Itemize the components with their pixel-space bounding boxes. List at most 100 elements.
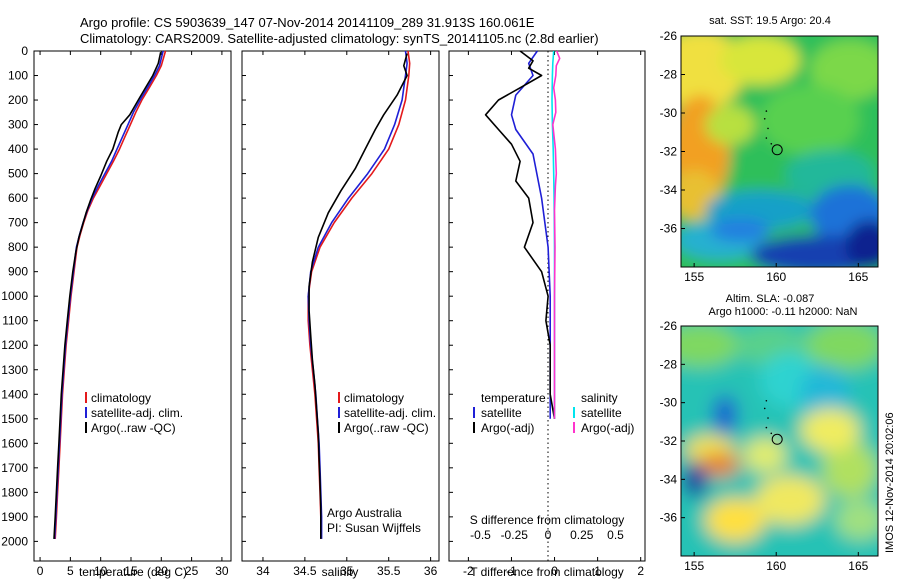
field-patch <box>713 395 737 435</box>
x-tick-label: 5 <box>67 564 74 578</box>
salinity-panel-frame <box>241 50 440 562</box>
field-patch <box>760 85 860 155</box>
x-tick-label: 25 <box>185 564 199 578</box>
map-y-tick-label: -28 <box>660 357 678 371</box>
float-track <box>763 399 773 435</box>
x-tick-label: 2 <box>637 564 644 578</box>
x-tick-label: 15 <box>124 564 138 578</box>
field-patch <box>810 40 878 100</box>
x-tick-label: 0 <box>551 564 558 578</box>
header-line-2: Climatology: CARS2009. Satellite-adjuste… <box>80 31 599 46</box>
t-difference-x-axis: -2 -1 0 1 2 <box>463 51 644 578</box>
temperature-x-axis: 0 5 10 15 20 25 30 <box>37 51 229 578</box>
depth-tick-label: 400 <box>8 142 28 156</box>
legend-label-climatology: climatology <box>344 391 404 405</box>
map-y-tick-label: -30 <box>660 396 678 410</box>
map-y-tick-label: -30 <box>660 106 678 120</box>
s-difference-axis-label: S difference from climatology <box>470 513 625 527</box>
track-point <box>763 117 766 120</box>
series-line-temperature-satellite <box>510 50 552 419</box>
map-y-tick-label: -34 <box>660 183 678 197</box>
depth-tick-label: 300 <box>8 118 28 132</box>
s-tick-label: 0.25 <box>570 528 594 542</box>
series-line-argo-raw-qc- <box>308 53 408 539</box>
field-patch <box>705 105 755 145</box>
temperature-axis-label: temperature (deg C) <box>79 565 187 579</box>
depth-tick-label: 900 <box>8 265 28 279</box>
x-tick-label: 1 <box>594 564 601 578</box>
depth-tick-label: 1600 <box>1 436 28 450</box>
imos-watermark: IMOS 12-Nov-2014 20:02:06 <box>884 412 896 553</box>
depth-tick-label: 500 <box>8 167 28 181</box>
field-patch <box>683 462 707 498</box>
field-patch <box>743 437 787 473</box>
salinity-profiles <box>307 50 411 539</box>
sla-map-field <box>681 326 878 556</box>
x-tick-label: 35.5 <box>377 564 401 578</box>
field-patch <box>845 220 878 267</box>
x-tick-label: -2 <box>463 564 474 578</box>
s-tick-label: -0.25 <box>501 528 529 542</box>
field-patch <box>822 442 878 498</box>
legend-label-s-satellite: satellite <box>581 406 622 420</box>
depth-tick-label: 700 <box>8 216 28 230</box>
legend-label-t-satellite: satellite <box>481 406 522 420</box>
s-tick-label: 0 <box>545 528 552 542</box>
track-point <box>765 399 768 402</box>
map-x-tick-label: 160 <box>766 559 786 573</box>
x-tick-label: 10 <box>94 564 108 578</box>
field-patch <box>805 326 878 370</box>
depth-tick-label: 0 <box>21 44 28 58</box>
track-point <box>765 110 768 112</box>
series-line-argo-raw-qc- <box>53 52 162 539</box>
series-line-climatology <box>54 50 167 539</box>
field-patch <box>705 498 765 542</box>
depth-tick-label: 200 <box>8 93 28 107</box>
legend-label-argo: Argo(..raw -QC) <box>91 421 176 435</box>
x-tick-label: 36 <box>424 564 438 578</box>
header-line-1: Argo profile: CS 5903639_147 07-Nov-2014… <box>80 15 535 30</box>
depth-tick-label: 800 <box>8 240 28 254</box>
float-track <box>763 110 773 145</box>
x-tick-label: 30 <box>215 564 229 578</box>
temperature-legend: climatology satellite-adj. clim. Argo(..… <box>85 391 183 435</box>
depth-tick-label: 1400 <box>1 387 28 401</box>
track-point <box>767 417 769 419</box>
map-y-tick-label: -36 <box>660 511 678 525</box>
series-line-temperature-argo-adj- <box>484 50 556 419</box>
legend-label-satellite: satellite-adj. clim. <box>91 406 183 420</box>
field-patch <box>681 326 740 367</box>
sla-map-subtitle: Argo h1000: -0.11 h2000: NaN <box>708 306 857 318</box>
temperature-profiles <box>53 50 167 539</box>
legend-header-salinity: salinity <box>581 391 618 405</box>
depth-tick-label: 1200 <box>1 338 28 352</box>
track-point <box>765 137 768 139</box>
track-point <box>763 407 766 410</box>
series-line-satellite-adj-clim- <box>307 50 408 539</box>
sla-map-axes: 155 160 165 -26 -28 -30 -32 -34 -36 <box>660 319 869 573</box>
s-difference-axis: -0.5 -0.25 0 0.25 0.5 <box>470 528 624 542</box>
series-line-salinity-argo-adj- <box>551 50 561 419</box>
map-y-tick-label: -32 <box>660 145 678 159</box>
x-tick-label: 0 <box>37 564 44 578</box>
map-x-tick-label: 155 <box>684 270 704 284</box>
depth-tick-label: 1700 <box>1 461 28 475</box>
depth-tick-label: 100 <box>8 69 28 83</box>
map-x-tick-label: 165 <box>848 559 868 573</box>
map-y-tick-label: -36 <box>660 222 678 236</box>
map-y-tick-label: -34 <box>660 472 678 486</box>
field-patch <box>710 218 770 242</box>
depth-tick-label: 2000 <box>1 534 28 548</box>
salinity-legend: climatology satellite-adj. clim. Argo(..… <box>338 391 436 435</box>
legend-label-satellite: satellite-adj. clim. <box>344 406 436 420</box>
field-patch <box>720 36 800 85</box>
difference-profiles <box>484 50 561 419</box>
x-tick-label: 20 <box>155 564 169 578</box>
credit-line-2: PI: Susan Wijffels <box>327 521 421 535</box>
map-y-tick-label: -26 <box>660 319 678 333</box>
track-point <box>770 143 773 145</box>
legend-label-argo: Argo(..raw -QC) <box>344 421 429 435</box>
float-position-marker <box>771 433 783 445</box>
x-tick-label: 35 <box>340 564 354 578</box>
